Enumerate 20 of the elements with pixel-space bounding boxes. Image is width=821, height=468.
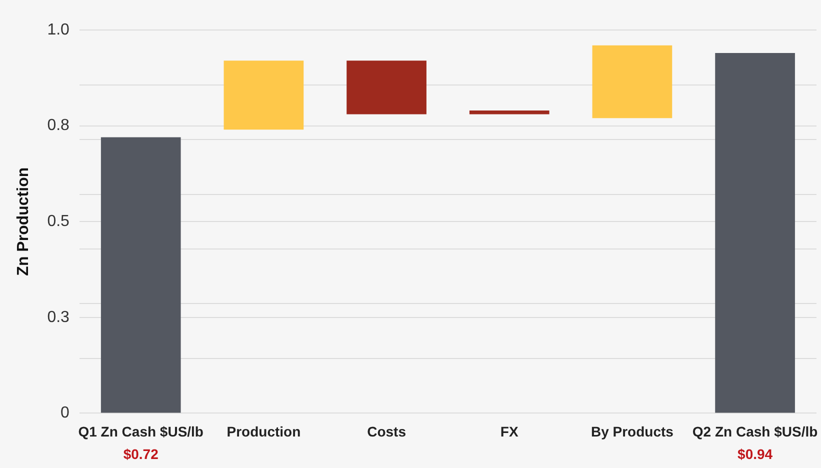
- y-tick-label: 0.8: [47, 117, 70, 134]
- x-tick-label: Production: [226, 423, 301, 440]
- y-tick-label: 0: [60, 404, 70, 422]
- bar: [469, 110, 550, 114]
- bar: [100, 137, 181, 413]
- x-tick-label: By Products: [590, 423, 674, 440]
- y-tick-label: 1.0: [47, 21, 70, 38]
- y-axis-title: Zn Production: [15, 167, 32, 276]
- data-label: $0.94: [738, 446, 773, 462]
- x-tick-label: Q2 Zn Cash $US/lb: [692, 423, 818, 440]
- x-tick-label: Q1 Zn Cash $US/lb: [78, 423, 204, 440]
- y-tick-label: 0.3: [47, 308, 70, 326]
- bar: [592, 45, 672, 118]
- data-label: $0.72: [123, 446, 159, 462]
- y-tick-label: 0.5: [47, 213, 70, 230]
- bar: [224, 60, 304, 130]
- x-tick-label: FX: [500, 423, 519, 440]
- bar: [346, 60, 426, 114]
- bar: [715, 52, 795, 413]
- x-tick-label: Costs: [367, 423, 406, 440]
